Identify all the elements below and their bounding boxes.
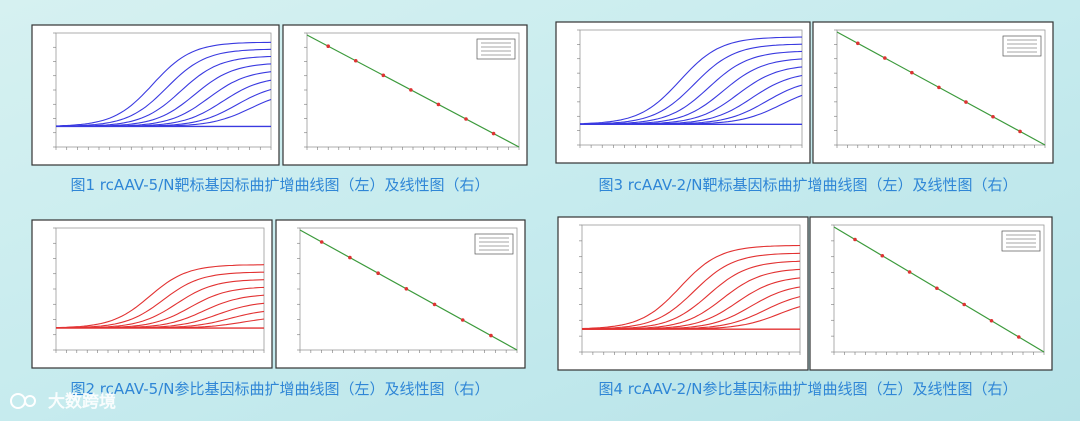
point: [491, 131, 496, 136]
point: [1017, 335, 1021, 339]
amplification-curve: [55, 264, 265, 329]
plot-area: [581, 224, 801, 353]
point: [910, 70, 914, 75]
amplification-curve: [579, 36, 802, 125]
amplification-curve: [580, 43, 803, 125]
point: [935, 286, 939, 291]
fit-line: [833, 226, 1045, 353]
watermark-icon: [24, 395, 36, 407]
point: [436, 102, 441, 107]
point: [319, 240, 324, 244]
caption: 图4 rcAAV-2/N参比基因标曲扩增曲线图（左）及线性图（右）: [599, 380, 1018, 398]
point: [353, 58, 358, 63]
amplification-curve: [56, 318, 265, 329]
point: [991, 114, 995, 119]
caption: 图2 rcAAV-5/N参比基因标曲扩增曲线图（左）及线性图（右）: [71, 380, 490, 398]
plot-area: [55, 227, 265, 351]
fit-line: [299, 229, 518, 351]
legend-box: [476, 38, 516, 60]
point: [883, 56, 887, 60]
point: [348, 255, 352, 260]
fit-line: [836, 31, 1046, 146]
amplification-curve: [56, 271, 264, 329]
legend-box: [474, 233, 514, 255]
plot-area: [55, 32, 272, 148]
amplification-curve: [580, 94, 803, 125]
point: [404, 287, 409, 291]
amplification-curve: [581, 244, 801, 330]
point: [432, 302, 437, 307]
legend-box: [1001, 230, 1041, 252]
point: [964, 100, 968, 104]
point: [381, 73, 386, 78]
fit-line: [306, 34, 520, 148]
caption: 图1 rcAAV-5/N靶标基因标曲扩增曲线图（左）及线性图（右）: [71, 176, 490, 194]
amplification-curve: [56, 98, 272, 128]
point: [489, 333, 493, 338]
legend-box: [1002, 35, 1042, 57]
plots: [31, 21, 1054, 371]
amplification-curve: [56, 48, 272, 127]
point: [464, 117, 468, 121]
watermark: 大数跨境: [48, 391, 116, 412]
point: [460, 318, 465, 322]
caption: 图3 rcAAV-2/N靶标基因标曲扩增曲线图（左）及线性图（右）: [599, 176, 1018, 194]
point: [856, 41, 860, 46]
point: [409, 88, 413, 92]
amplification-curve: [582, 306, 801, 330]
point: [937, 85, 941, 90]
point: [853, 237, 857, 242]
amplification-curve: [55, 41, 272, 127]
point: [376, 271, 380, 276]
point: [989, 318, 994, 323]
point: [326, 44, 331, 48]
point: [1018, 129, 1022, 134]
point: [962, 302, 966, 307]
point: [907, 270, 912, 274]
point: [880, 253, 885, 258]
amplification-curve: [581, 252, 801, 330]
